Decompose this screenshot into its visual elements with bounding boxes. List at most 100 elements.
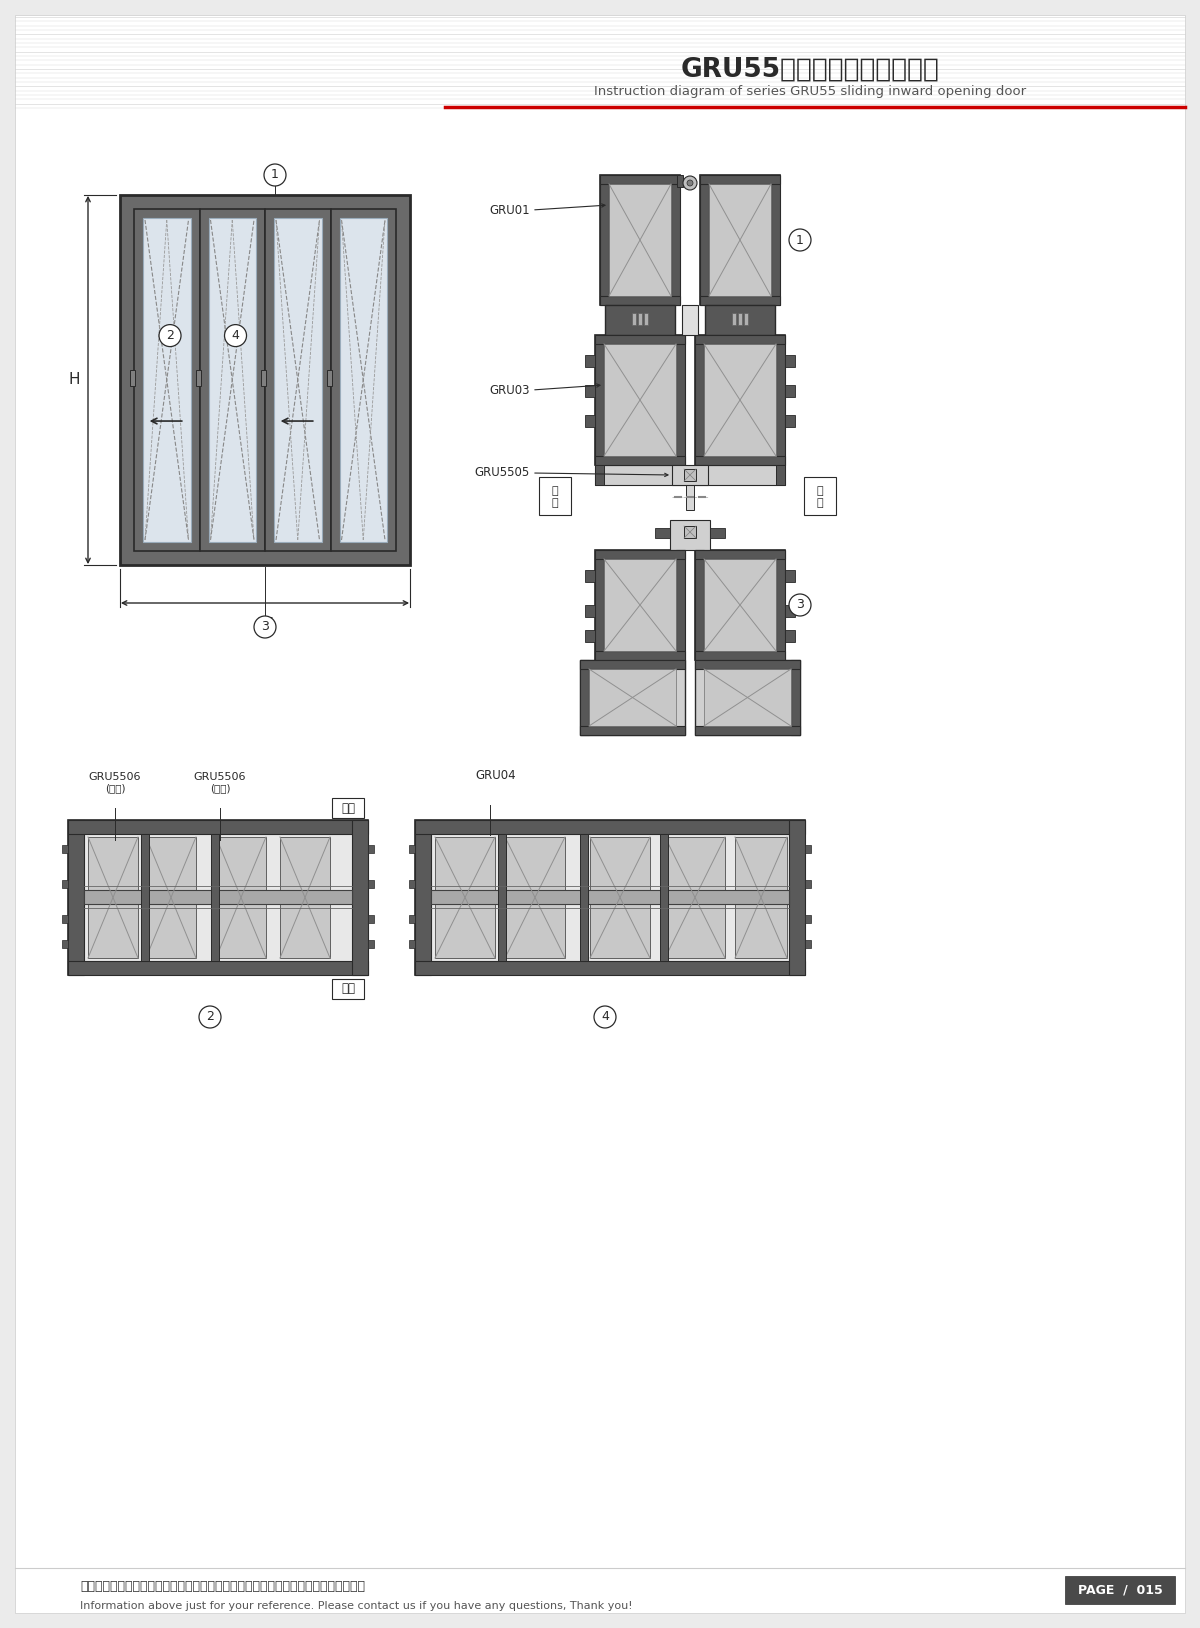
Bar xyxy=(146,837,196,957)
Bar xyxy=(586,415,595,427)
Circle shape xyxy=(594,1006,616,1027)
Bar xyxy=(595,651,685,659)
Bar xyxy=(706,304,775,335)
Bar xyxy=(600,296,680,304)
Circle shape xyxy=(224,324,246,347)
Bar xyxy=(62,845,68,853)
Text: (角码): (角码) xyxy=(210,783,230,793)
Bar xyxy=(785,415,796,427)
Bar xyxy=(776,466,785,485)
Circle shape xyxy=(199,1006,221,1027)
Bar xyxy=(695,456,785,466)
Bar xyxy=(791,659,800,734)
Bar xyxy=(804,477,836,514)
Bar xyxy=(600,174,610,304)
Bar xyxy=(62,881,68,887)
Text: GRU55系列推拉折叠门结构图: GRU55系列推拉折叠门结构图 xyxy=(680,57,940,83)
Bar xyxy=(710,527,725,537)
Text: 室内: 室内 xyxy=(341,801,355,814)
Text: Information above just for your reference. Please contact us if you have any que: Information above just for your referenc… xyxy=(80,1600,632,1612)
Bar xyxy=(600,174,680,184)
Bar xyxy=(580,659,685,734)
Text: 4: 4 xyxy=(232,329,240,342)
Bar xyxy=(676,466,685,485)
Circle shape xyxy=(254,615,276,638)
Bar xyxy=(709,184,772,296)
Bar xyxy=(340,218,386,542)
Bar xyxy=(604,344,676,456)
Text: 1: 1 xyxy=(796,233,804,246)
Bar xyxy=(68,821,368,975)
Bar xyxy=(785,606,796,617)
Bar xyxy=(415,821,805,975)
Bar xyxy=(265,208,330,550)
Bar xyxy=(785,630,796,641)
Text: 2: 2 xyxy=(166,329,174,342)
Bar xyxy=(134,208,396,550)
Bar xyxy=(732,313,736,326)
Bar xyxy=(695,550,785,558)
Bar xyxy=(595,335,685,466)
Bar xyxy=(368,845,374,853)
Text: GRU01: GRU01 xyxy=(490,204,530,217)
Bar xyxy=(660,834,668,961)
Bar xyxy=(700,174,780,304)
Bar xyxy=(326,370,331,386)
Bar xyxy=(695,550,785,659)
Bar xyxy=(700,174,709,304)
Bar xyxy=(130,370,134,386)
Text: GRU5506: GRU5506 xyxy=(193,772,246,781)
Bar xyxy=(330,208,396,550)
Text: 2: 2 xyxy=(206,1011,214,1024)
Bar xyxy=(805,881,811,887)
Text: 3: 3 xyxy=(262,620,269,633)
Bar xyxy=(695,335,785,466)
Bar xyxy=(498,834,506,961)
Bar xyxy=(590,837,650,957)
Circle shape xyxy=(790,230,811,251)
Bar xyxy=(505,837,565,957)
Bar xyxy=(409,939,415,947)
Bar xyxy=(655,527,670,537)
Bar xyxy=(695,550,704,659)
Bar xyxy=(695,335,704,466)
Bar xyxy=(431,891,790,904)
Bar xyxy=(580,726,685,734)
Bar xyxy=(120,195,410,565)
Text: H: H xyxy=(68,373,79,387)
Bar xyxy=(539,477,571,514)
Bar xyxy=(88,837,138,957)
Bar xyxy=(682,304,698,335)
Bar xyxy=(409,845,415,853)
Bar xyxy=(409,881,415,887)
Bar xyxy=(785,384,796,397)
Text: 1: 1 xyxy=(271,169,278,181)
Bar xyxy=(595,466,604,485)
Bar xyxy=(785,570,796,581)
Bar xyxy=(68,961,368,975)
Bar xyxy=(805,915,811,923)
Bar xyxy=(704,558,776,651)
Bar xyxy=(671,174,680,304)
Bar xyxy=(262,370,266,386)
Bar xyxy=(776,335,785,466)
Bar xyxy=(632,313,636,326)
Bar xyxy=(695,651,785,659)
Text: GRU04: GRU04 xyxy=(475,768,516,781)
Bar xyxy=(686,485,694,510)
Bar xyxy=(595,466,685,485)
Circle shape xyxy=(686,181,694,186)
Bar xyxy=(744,313,748,326)
Bar xyxy=(368,939,374,947)
Bar xyxy=(790,821,805,975)
Bar xyxy=(68,821,368,834)
Text: (角码): (角码) xyxy=(104,783,125,793)
Text: 4: 4 xyxy=(601,1011,608,1024)
Bar xyxy=(595,335,604,466)
Bar xyxy=(142,834,149,961)
Bar xyxy=(695,659,800,734)
Bar xyxy=(676,550,685,659)
Bar xyxy=(274,218,322,542)
Bar xyxy=(415,821,431,975)
Bar xyxy=(62,915,68,923)
